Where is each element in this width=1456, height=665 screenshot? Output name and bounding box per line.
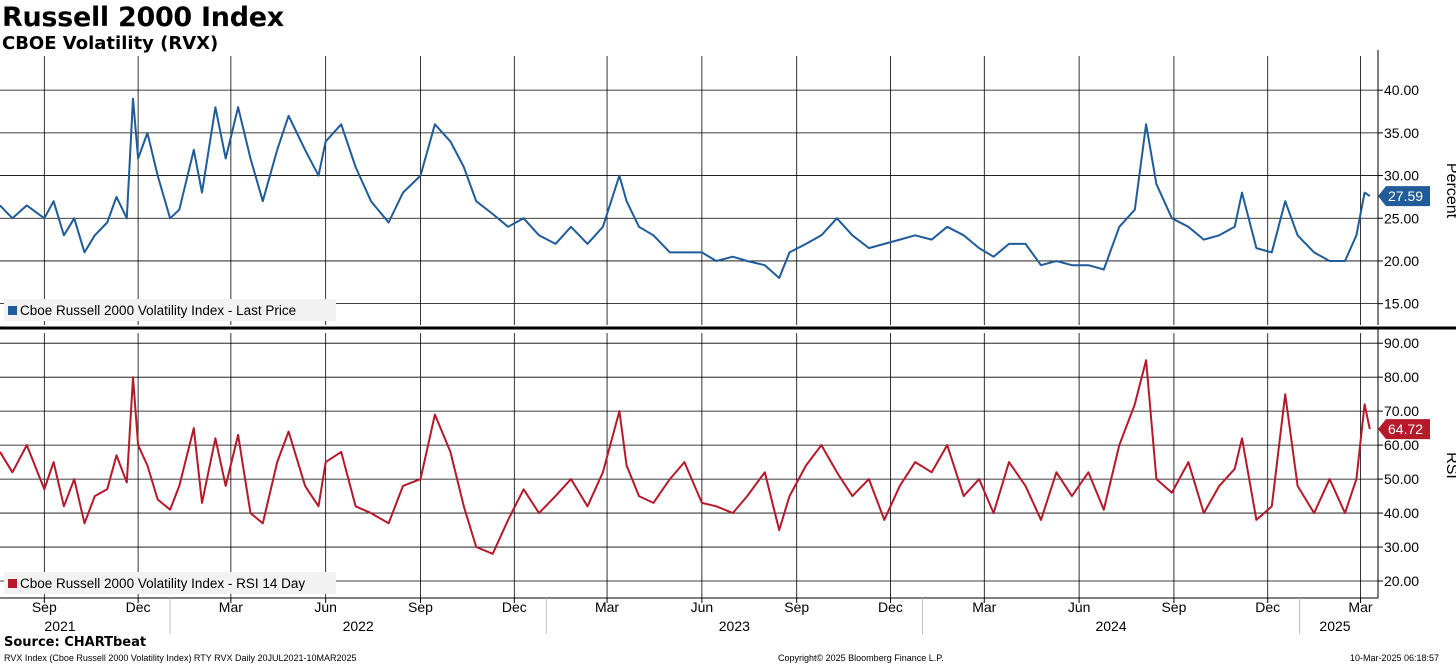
- x-year-label: 2022: [343, 618, 374, 634]
- legend-box: [4, 572, 336, 594]
- y-tick-label: 40.00: [1384, 82, 1419, 98]
- x-month-label: Dec: [878, 599, 903, 615]
- last-value-tag: [1378, 419, 1430, 440]
- chart-title: Russell 2000 Index: [2, 2, 284, 33]
- axes: [0, 50, 1456, 634]
- x-month-label: Dec: [126, 599, 151, 615]
- x-month-label: Jun: [1068, 599, 1091, 615]
- x-year-label: 2023: [719, 618, 750, 634]
- ticker-info: RVX Index (Cboe Russell 2000 Volatility …: [4, 653, 357, 663]
- x-month-label: Mar: [1348, 599, 1372, 615]
- y-tick-label: 90.00: [1384, 335, 1419, 351]
- y-tick-label: 30.00: [1384, 539, 1419, 555]
- legend-label: Cboe Russell 2000 Volatility Index - Las…: [20, 303, 296, 318]
- y-tick-label: 40.00: [1384, 505, 1419, 521]
- x-month-label: Jun: [314, 599, 337, 615]
- last-value-label: 64.72: [1388, 421, 1423, 437]
- y-tick-label: 35.00: [1384, 125, 1419, 141]
- labels: 40.00 35.00 30.00 25.00 20.00 15.00 27.59 Perce…: [4, 82, 1456, 634]
- y-tick-label: 20.00: [1384, 573, 1419, 589]
- source-note: Source: CHARTbeat: [4, 635, 147, 650]
- last-value-label: 27.59: [1388, 188, 1423, 204]
- x-month-label: Sep: [408, 599, 433, 615]
- x-month-label: Mar: [595, 599, 619, 615]
- y-tick-label: 50.00: [1384, 471, 1419, 487]
- x-month-label: Mar: [972, 599, 996, 615]
- y-tick-label: 30.00: [1384, 168, 1419, 184]
- timestamp: 10-Mar-2025 06:18:57: [1350, 653, 1440, 663]
- y-tick-label: 15.00: [1384, 296, 1419, 312]
- y-tick-label: 60.00: [1384, 437, 1419, 453]
- series-line: [0, 359, 1371, 555]
- legend-label: Cboe Russell 2000 Volatility Index - RSI…: [20, 576, 305, 591]
- x-month-label: Mar: [219, 599, 243, 615]
- legend-box: [4, 299, 336, 321]
- y-tick-label: 80.00: [1384, 369, 1419, 385]
- x-month-label: Dec: [1255, 599, 1280, 615]
- y-tick-label: 25.00: [1384, 210, 1419, 226]
- y-axis-title: Percent: [1443, 163, 1456, 219]
- copyright: Copyright© 2025 Bloomberg Finance L.P.: [778, 653, 944, 663]
- x-month-label: Sep: [1161, 599, 1186, 615]
- x-year-label: 2021: [44, 618, 75, 634]
- x-month-label: Sep: [784, 599, 809, 615]
- x-year-label: 2025: [1319, 618, 1350, 634]
- x-month-label: Jun: [691, 599, 714, 615]
- chart-subtitle: CBOE Volatility (RVX): [2, 33, 219, 54]
- last-value-tag: [1378, 186, 1430, 207]
- series-line: [0, 97, 1371, 279]
- grid: [0, 56, 1378, 598]
- y-tick-label: 20.00: [1384, 253, 1419, 269]
- legend-swatch: [8, 306, 17, 315]
- x-month-label: Dec: [502, 599, 527, 615]
- legend-swatch: [8, 579, 17, 588]
- series: [0, 97, 1371, 555]
- y-tick-label: 70.00: [1384, 403, 1419, 419]
- x-month-label: Sep: [32, 599, 57, 615]
- x-year-label: 2024: [1095, 618, 1126, 634]
- y-axis-title: RSI: [1443, 452, 1456, 479]
